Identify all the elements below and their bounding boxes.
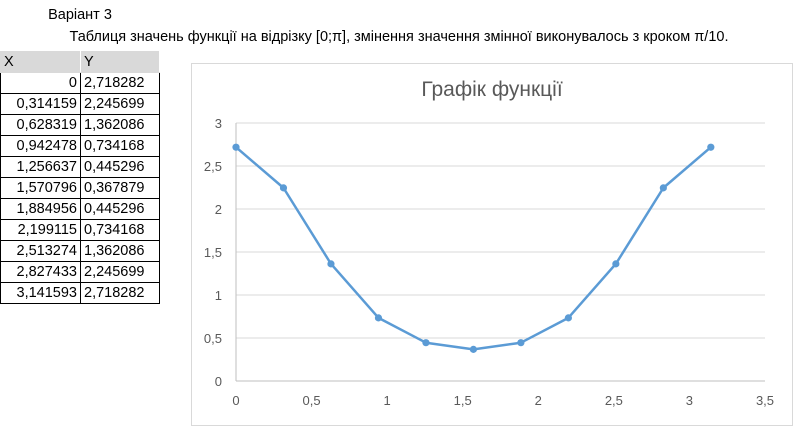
data-point bbox=[707, 143, 715, 151]
y-value-cell[interactable]: 1,362086 bbox=[80, 240, 160, 262]
y-value-cell[interactable]: 2,718282 bbox=[80, 72, 160, 94]
table-row: 1,884956 0,445296 bbox=[0, 198, 160, 220]
y-value-cell[interactable]: 2,718282 bbox=[80, 282, 160, 304]
data-point bbox=[374, 314, 383, 322]
y-tick-label: 0,5 bbox=[204, 331, 222, 346]
y-tick-label: 2,5 bbox=[204, 159, 222, 174]
table-row: 3,141593 2,718282 bbox=[0, 282, 160, 304]
x-value-cell[interactable]: 2,513274 bbox=[0, 240, 81, 262]
y-tick-label: 1,5 bbox=[204, 245, 222, 260]
x-value-cell[interactable]: 1,256637 bbox=[0, 156, 81, 178]
table-row: 0,314159 2,245699 bbox=[0, 93, 160, 115]
data-point bbox=[232, 143, 240, 151]
x-value-cell[interactable]: 0 bbox=[0, 72, 81, 94]
x-value-cell[interactable]: 1,884956 bbox=[0, 198, 81, 220]
series-line bbox=[235, 146, 712, 351]
y-value-cell[interactable]: 0,445296 bbox=[80, 156, 160, 178]
y-value-cell[interactable]: 0,367879 bbox=[80, 177, 160, 199]
y-value-cell[interactable]: 0,445296 bbox=[80, 198, 160, 220]
data-point bbox=[612, 260, 620, 268]
table-row: 2,199115 0,734168 bbox=[0, 219, 160, 241]
chart-title: Графік функції bbox=[421, 78, 563, 101]
x-tick-label: 2 bbox=[535, 393, 542, 408]
x-value-cell[interactable]: 0,628319 bbox=[0, 114, 81, 136]
x-tick-label: 1 bbox=[384, 393, 391, 408]
x-value-cell[interactable]: 3,141593 bbox=[0, 282, 81, 304]
y-tick-label: 0 bbox=[215, 374, 222, 389]
description-cell[interactable]: Таблиця значень функції на відрізку [0;π… bbox=[69, 29, 729, 45]
table-row: 0 2,718282 bbox=[0, 72, 160, 94]
chart-plot: 0 0,5 1 1,5 2 2,5 3 0 0,5 1 1,5 2 2,5 3 3,5 bbox=[204, 116, 774, 408]
x-tick-label: 1,5 bbox=[454, 393, 472, 408]
x-value-cell[interactable]: 2,199115 bbox=[0, 219, 81, 241]
x-tick-label: 2,5 bbox=[605, 393, 623, 408]
y-value-cell[interactable]: 0,734168 bbox=[80, 135, 160, 157]
y-tick-label: 2 bbox=[215, 202, 222, 217]
data-point bbox=[564, 314, 572, 322]
x-tick-label: 0,5 bbox=[303, 393, 321, 408]
x-value-cell[interactable]: 0,314159 bbox=[0, 93, 81, 115]
column-header-x[interactable]: X bbox=[0, 51, 81, 73]
column-header-y[interactable]: Y bbox=[80, 51, 160, 73]
data-point bbox=[469, 345, 478, 353]
y-value-cell[interactable]: 1,362086 bbox=[80, 114, 160, 136]
x-tick-label: 3,5 bbox=[756, 393, 774, 408]
data-table: X Y 0 2,718282 0,314159 2,245699 0,628319 1,3… bbox=[0, 51, 160, 304]
data-point bbox=[659, 184, 667, 192]
data-point bbox=[517, 339, 525, 347]
x-value-cell[interactable]: 1,570796 bbox=[0, 177, 81, 199]
y-tick-label: 1 bbox=[215, 288, 222, 303]
data-point bbox=[327, 260, 335, 268]
table-row: 2,513274 1,362086 bbox=[0, 240, 160, 262]
table-row: 1,570796 0,367879 bbox=[0, 177, 160, 199]
x-tick-label: 0 bbox=[232, 393, 239, 408]
x-value-cell[interactable]: 2,827433 bbox=[0, 261, 81, 283]
x-value-cell[interactable]: 0,942478 bbox=[0, 135, 81, 157]
y-value-cell[interactable]: 2,245699 bbox=[80, 261, 160, 283]
variant-cell[interactable]: Варіант 3 bbox=[48, 7, 112, 23]
data-point bbox=[422, 339, 430, 347]
y-value-cell[interactable]: 0,734168 bbox=[80, 219, 160, 241]
x-tick-label: 3 bbox=[686, 393, 693, 408]
table-row: 0,628319 1,362086 bbox=[0, 114, 160, 136]
table-header-row: X Y bbox=[0, 51, 160, 73]
table-row: 2,827433 2,245699 bbox=[0, 261, 160, 283]
table-row: 1,256637 0,445296 bbox=[0, 156, 160, 178]
y-tick-label: 3 bbox=[215, 116, 222, 131]
y-value-cell[interactable]: 2,245699 bbox=[80, 93, 160, 115]
data-point bbox=[279, 184, 288, 192]
table-row: 0,942478 0,734168 bbox=[0, 135, 160, 157]
chart[interactable]: Графік функції 0 0,5 1 1,5 2 2,5 3 0 0,5 1 1,5 2 2,5… bbox=[191, 63, 793, 426]
